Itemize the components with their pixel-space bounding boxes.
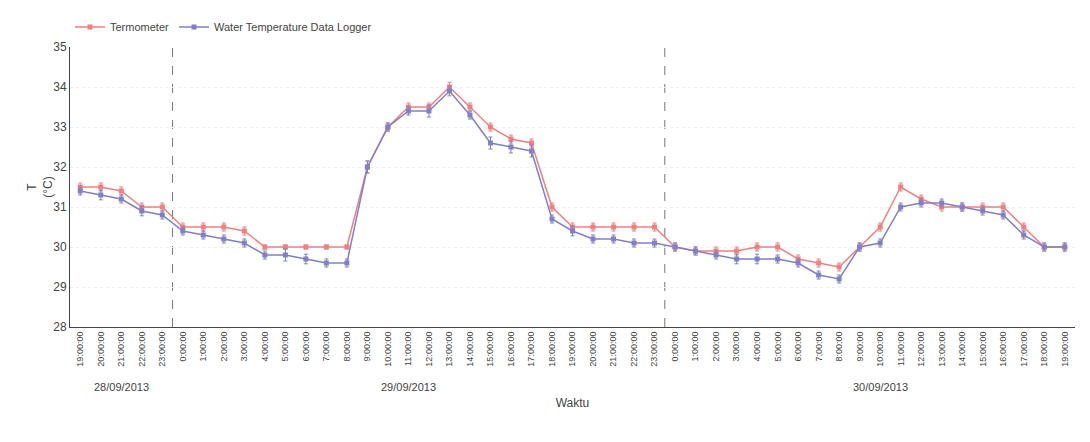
svg-text:8:00:00: 8:00:00 (342, 332, 352, 362)
svg-text:3:00:00: 3:00:00 (732, 332, 742, 362)
svg-text:20:00:00: 20:00:00 (96, 332, 106, 367)
svg-text:15:00:00: 15:00:00 (978, 332, 988, 367)
svg-text:23:00:00: 23:00:00 (649, 332, 659, 367)
svg-text:10:00:00: 10:00:00 (383, 332, 393, 367)
svg-text:31: 31 (53, 200, 67, 214)
svg-text:0:00:00: 0:00:00 (178, 332, 188, 362)
svg-text:17:00:00: 17:00:00 (526, 332, 536, 367)
svg-text:4:00:00: 4:00:00 (260, 332, 270, 362)
svg-text:11:00:00: 11:00:00 (403, 332, 413, 366)
svg-text:19:00:00: 19:00:00 (1060, 332, 1070, 367)
svg-text:2:00:00: 2:00:00 (711, 332, 721, 362)
svg-text:19:00:00: 19:00:00 (75, 332, 85, 367)
svg-text:6:00:00: 6:00:00 (793, 332, 803, 362)
svg-text:5:00:00: 5:00:00 (280, 332, 290, 362)
svg-text:9:00:00: 9:00:00 (362, 332, 372, 362)
svg-text:32: 32 (53, 160, 67, 174)
svg-text:5:00:00: 5:00:00 (773, 332, 783, 362)
svg-text:15:00:00: 15:00:00 (485, 332, 495, 367)
svg-text:35: 35 (53, 40, 67, 54)
svg-text:2:00:00: 2:00:00 (219, 332, 229, 362)
svg-text:13:00:00: 13:00:00 (444, 332, 454, 367)
svg-text:30/09/2013: 30/09/2013 (853, 381, 908, 393)
svg-text:16:00:00: 16:00:00 (506, 332, 516, 367)
svg-text:29: 29 (53, 280, 67, 294)
svg-text:14:00:00: 14:00:00 (957, 332, 967, 367)
svg-text:12:00:00: 12:00:00 (916, 332, 926, 367)
svg-text:8:00:00: 8:00:00 (834, 332, 844, 362)
svg-text:7:00:00: 7:00:00 (814, 332, 824, 362)
svg-text:18:00:00: 18:00:00 (1039, 332, 1049, 367)
svg-text:21:00:00: 21:00:00 (116, 332, 126, 367)
svg-text:18:00:00: 18:00:00 (547, 332, 557, 367)
svg-text:29/09/2013: 29/09/2013 (381, 381, 436, 393)
svg-text:16:00:00: 16:00:00 (998, 332, 1008, 367)
svg-text:19:00:00: 19:00:00 (567, 332, 577, 367)
svg-text:28/09/2013: 28/09/2013 (94, 381, 149, 393)
svg-text:22:00:00: 22:00:00 (137, 332, 147, 367)
svg-text:4:00:00: 4:00:00 (752, 332, 762, 362)
svg-text:Termometer: Termometer (110, 21, 169, 33)
svg-text:17:00:00: 17:00:00 (1019, 332, 1029, 367)
svg-text:Waktu: Waktu (556, 396, 590, 410)
svg-text:Water Temperature Data Logger: Water Temperature Data Logger (214, 21, 371, 33)
svg-text:11:00:00: 11:00:00 (896, 332, 906, 366)
svg-text:12:00:00: 12:00:00 (424, 332, 434, 367)
svg-text:20:00:00: 20:00:00 (588, 332, 598, 367)
svg-text:T(°C): T(°C) (25, 176, 55, 197)
svg-text:13:00:00: 13:00:00 (937, 332, 947, 367)
svg-text:9:00:00: 9:00:00 (855, 332, 865, 362)
svg-text:3:00:00: 3:00:00 (239, 332, 249, 362)
svg-text:22:00:00: 22:00:00 (629, 332, 639, 367)
svg-text:10:00:00: 10:00:00 (875, 332, 885, 367)
svg-text:0:00:00: 0:00:00 (670, 332, 680, 362)
svg-text:1:00:00: 1:00:00 (198, 332, 208, 362)
svg-text:14:00:00: 14:00:00 (465, 332, 475, 367)
svg-text:21:00:00: 21:00:00 (608, 332, 618, 367)
svg-text:34: 34 (53, 80, 67, 94)
svg-text:1:00:00: 1:00:00 (690, 332, 700, 362)
svg-text:33: 33 (53, 120, 67, 134)
svg-text:7:00:00: 7:00:00 (321, 332, 331, 362)
svg-text:6:00:00: 6:00:00 (301, 332, 311, 362)
svg-text:23:00:00: 23:00:00 (157, 332, 167, 367)
svg-text:28: 28 (53, 320, 67, 334)
svg-text:30: 30 (53, 240, 67, 254)
